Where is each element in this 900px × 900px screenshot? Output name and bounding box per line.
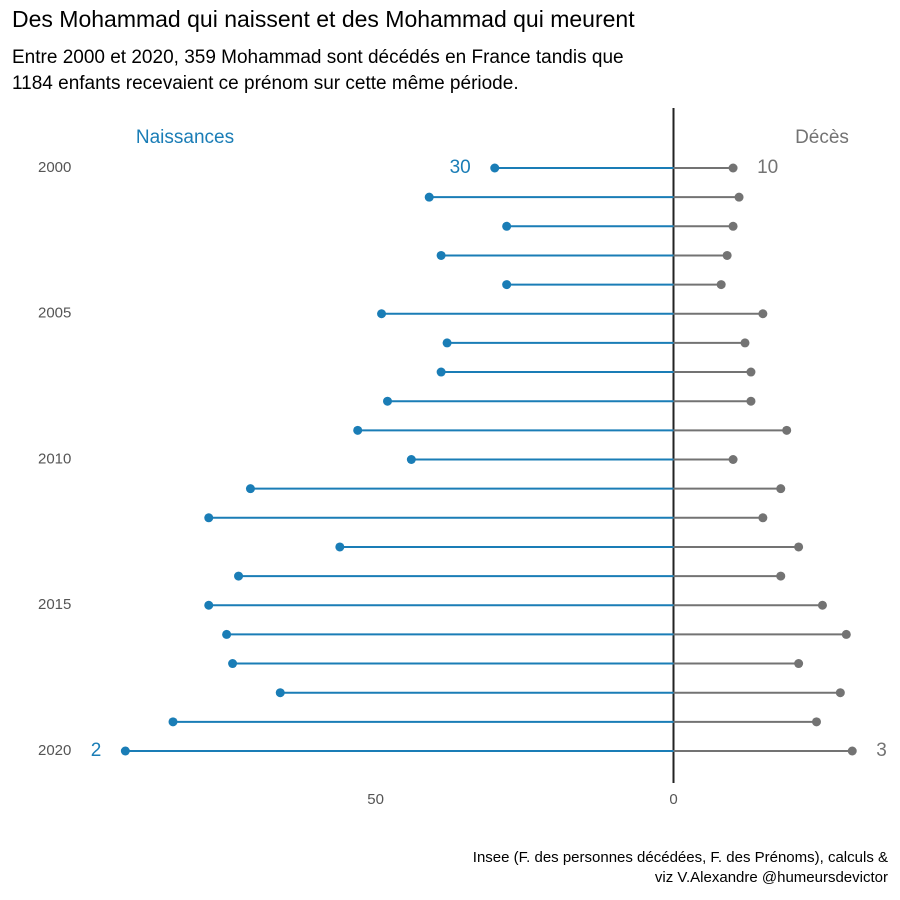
lollipop-dot xyxy=(245,484,255,494)
lollipop-dot xyxy=(817,600,827,610)
lollipop-dot xyxy=(502,280,512,290)
lollipop-dot xyxy=(782,425,792,435)
lollipop-dot xyxy=(502,221,512,231)
lollipop-dot xyxy=(406,455,416,464)
lollipop-dot xyxy=(740,338,750,348)
y-tick-label: 2015 xyxy=(38,596,71,613)
lollipop-dot xyxy=(228,659,238,669)
caption: viz V.Alexandre @humeursdevictor xyxy=(655,869,888,886)
x-tick-label: 0 xyxy=(669,791,677,808)
lollipop-dot xyxy=(728,221,738,231)
lollipop-dot xyxy=(168,717,178,727)
lollipop-dot xyxy=(436,250,446,260)
lollipop-dot xyxy=(490,163,500,173)
lollipop-dot xyxy=(436,367,446,377)
y-tick-label: 2000 xyxy=(38,159,71,176)
annotation: 30 xyxy=(450,157,471,178)
annotation: 2 xyxy=(91,740,102,761)
x-tick-label: 50 xyxy=(367,791,384,808)
y-tick-label: 2010 xyxy=(38,450,71,467)
lollipop-dot xyxy=(204,513,214,523)
lollipop-dot xyxy=(794,659,804,669)
lollipop-dot xyxy=(728,163,738,173)
lollipop-dot xyxy=(841,629,851,639)
lollipop-dot xyxy=(746,396,756,406)
lollipop-dot xyxy=(847,746,857,756)
lollipop-dot xyxy=(728,455,738,464)
lollipop-dot xyxy=(716,280,726,290)
lollipop-dot xyxy=(776,484,786,494)
lollipop-dot xyxy=(746,367,756,377)
lollipop-dot xyxy=(424,192,434,202)
lollipop-dot xyxy=(758,513,768,523)
caption: Insee (F. des personnes décédées, F. des… xyxy=(473,849,888,866)
lollipop-dot xyxy=(275,688,285,698)
annotation: 3 xyxy=(876,740,887,761)
legend-label: Décès xyxy=(795,127,849,148)
lollipop-dot xyxy=(758,309,768,319)
chart-title: Des Mohammad qui naissent et des Mohamma… xyxy=(12,6,635,32)
chart-subtitle: 1184 enfants recevaient ce prénom sur ce… xyxy=(12,73,519,94)
lollipop-dot xyxy=(734,192,744,202)
lollipop-dot xyxy=(383,396,392,406)
lollipop-dot xyxy=(794,542,804,552)
lollipop-dot xyxy=(204,600,214,610)
chart-subtitle: Entre 2000 et 2020, 359 Mohammad sont dé… xyxy=(12,47,624,68)
lollipop-dot xyxy=(120,746,130,756)
lollipop-dot xyxy=(222,629,232,639)
lollipop-dot xyxy=(722,250,732,260)
lollipop-dot xyxy=(234,571,244,581)
lollipop-dot xyxy=(353,425,363,435)
y-tick-label: 2005 xyxy=(38,305,71,322)
annotation: 10 xyxy=(757,157,778,178)
lollipop-dot xyxy=(442,338,452,348)
lollipop-dot xyxy=(776,571,786,581)
lollipop-dot xyxy=(812,717,821,727)
lollipop-dot xyxy=(377,309,387,319)
lollipop-dot xyxy=(335,542,345,552)
legend-label: Naissances xyxy=(136,127,234,148)
y-tick-label: 2020 xyxy=(38,742,71,759)
lollipop-dot xyxy=(835,688,845,698)
